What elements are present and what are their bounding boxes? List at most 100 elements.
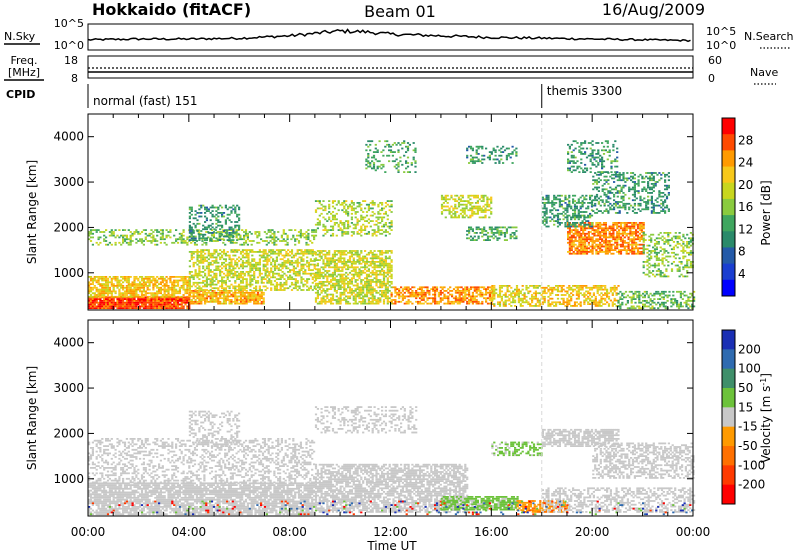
power-scatter-cell (360, 257, 363, 260)
power-scatter-cell (314, 257, 318, 260)
power-scatter-cell (345, 211, 348, 213)
power-scatter-cell (364, 255, 367, 258)
power-scatter-cell (192, 261, 195, 264)
power-scatter-cell (440, 194, 444, 197)
power-scatter-cell (513, 232, 516, 234)
power-scatter-cell (333, 261, 336, 263)
power-scatter-cell (249, 251, 252, 253)
power-scatter-cell (285, 274, 288, 277)
power-scatter-cell (262, 300, 265, 303)
power-scatter-cell (103, 295, 106, 298)
power-scatter-cell (468, 291, 471, 294)
power-scatter-cell (196, 281, 199, 284)
power-scatter-cell (222, 280, 226, 282)
power-scatter-cell (469, 207, 472, 210)
power-scatter-cell (515, 237, 518, 240)
power-scatter-cell (494, 228, 497, 231)
power-scatter-cell (491, 285, 494, 287)
power-scatter-cell (494, 235, 497, 238)
power-scatter-cell (263, 231, 266, 233)
power-scatter-cell (676, 301, 679, 304)
power-scatter-cell (445, 290, 448, 292)
power-scatter-cell (379, 232, 382, 235)
power-scatter-cell (354, 288, 357, 290)
power-scatter-cell (498, 285, 502, 287)
power-scatter-cell (322, 209, 325, 212)
power-scatter-cell (560, 303, 563, 305)
power-scatter-cell (381, 257, 384, 260)
power-scatter-cell (314, 300, 318, 303)
power-scatter-cell (384, 257, 387, 260)
power-scatter-cell (186, 305, 189, 308)
power-scatter-cell (230, 260, 233, 262)
power-scatter-cell (318, 302, 321, 305)
power-scatter-cell (296, 271, 299, 273)
power-scatter-cell (243, 252, 246, 255)
power-scatter-cell (163, 298, 166, 300)
power-scatter-cell (228, 265, 231, 268)
power-scatter-cell (158, 231, 161, 233)
power-scatter-cell (129, 283, 132, 285)
power-scatter-cell (222, 297, 226, 300)
power-scatter-cell (289, 261, 292, 264)
power-scatter-cell (194, 237, 197, 240)
power-scatter-cell (369, 251, 372, 254)
power-scatter-cell (178, 238, 181, 241)
power-scatter-cell (198, 222, 201, 225)
power-scatter-cell (264, 272, 267, 275)
power-scatter-cell (161, 300, 164, 302)
power-scatter-cell (313, 263, 316, 266)
power-scatter-cell (97, 277, 100, 280)
power-scatter-cell (173, 285, 176, 287)
power-scatter-cell (131, 234, 134, 237)
power-scatter-cell (335, 250, 338, 252)
power-scatter-cell (175, 307, 178, 310)
power-scatter-cell (381, 282, 384, 285)
power-scatter-cell (381, 225, 384, 228)
power-scatter-cell (129, 301, 132, 304)
power-scatter-cell (511, 235, 514, 238)
power-scatter-cell (318, 300, 321, 303)
power-scatter-cell (600, 292, 603, 295)
power-scatter-cell (362, 259, 365, 261)
power-scatter-cell (367, 286, 370, 289)
power-scatter-cell (249, 293, 252, 296)
power-scatter-cell (262, 265, 265, 268)
power-scatter-cell (251, 274, 254, 277)
power-scatter-cell (228, 287, 231, 290)
power-scatter-cell (192, 302, 195, 305)
power-scatter-cell (411, 293, 414, 296)
power-scatter-cell (249, 265, 252, 268)
power-scatter-cell (140, 238, 144, 241)
power-scatter-cell (364, 220, 367, 222)
power-scatter-cell (322, 297, 325, 300)
power-scatter-cell (205, 206, 208, 209)
power-scatter-cell (184, 279, 187, 282)
power-scatter-cell (371, 286, 374, 289)
power-scatter-cell (458, 290, 461, 292)
power-scatter-cell (465, 207, 468, 210)
power-scatter-cell (218, 231, 221, 233)
power-scatter-cell (333, 218, 336, 221)
power-scatter-cell (186, 281, 189, 284)
power-scatter-cell (289, 276, 292, 279)
power-scatter-cell (382, 225, 386, 228)
power-scatter-cell (326, 253, 329, 256)
power-scatter-cell (322, 284, 325, 287)
power-scatter-cell (339, 293, 342, 296)
power-scatter-cell (335, 218, 338, 221)
power-scatter-cell (581, 288, 584, 291)
power-scatter-cell (377, 286, 380, 289)
power-scatter-cell (422, 293, 425, 296)
power-scatter-cell (318, 275, 321, 278)
power-scatter-cell (302, 254, 305, 257)
power-scatter-cell (466, 300, 469, 303)
power-scatter-cell (679, 296, 682, 299)
power-scatter-cell (95, 231, 98, 233)
power-scatter-cell (142, 243, 145, 246)
power-scatter-cell (106, 307, 110, 310)
power-scatter-cell (217, 297, 220, 300)
power-scatter-cell (373, 271, 376, 274)
power-scatter-cell (604, 288, 607, 291)
power-scatter-cell (677, 303, 681, 306)
